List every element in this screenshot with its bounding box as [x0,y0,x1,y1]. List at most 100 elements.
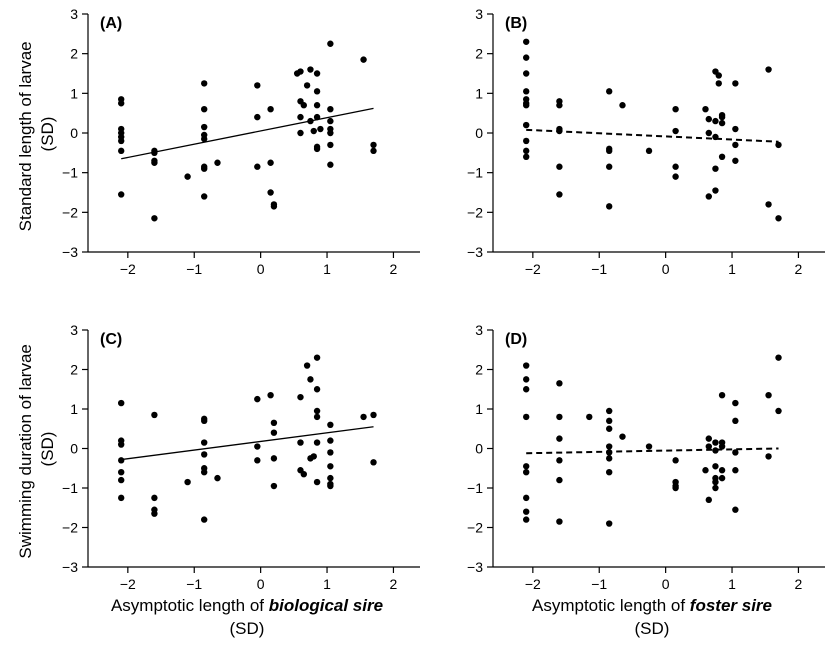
panel-c-point [270,482,278,490]
panel-a-point [313,102,321,109]
panel-d-point [606,520,613,527]
panel-b-y-tick-label: −2 [467,204,483,220]
panel-a-point [151,215,158,222]
panel-a-point [327,129,334,137]
panel-b-x-tick-label: −2 [525,261,541,277]
panel-d-point [732,417,739,425]
panel-d-point [732,506,739,513]
panel-b-point [765,201,772,208]
panel-b-x-tick-label: 0 [662,261,670,277]
panel-b-label: (B) [505,15,527,32]
panel-d-y-tick-label: 2 [475,362,483,378]
panel-c-x-tick-label: −1 [186,576,202,592]
panel-a-point [313,88,321,95]
panel-d-point [672,484,679,492]
panel-b-point [523,121,530,129]
panel-a-point [201,193,208,200]
panel-d-point [705,443,712,450]
panel-d-point [619,433,626,440]
panel-d-point [556,457,563,464]
panel-c-point [327,482,334,490]
panel-a-y-tick-label: 0 [70,125,78,141]
panel-d-y-tick-label: −1 [467,480,483,496]
panel-d-label: (D) [505,331,527,348]
panel-c-point [327,449,334,456]
panel-d-point [606,455,613,462]
panel-d-point [556,380,563,387]
x-axis-title-biological-sire: Asymptotic length of biological sire [111,596,383,615]
panel-d-point [586,413,593,421]
panel-c-point [360,413,367,421]
panel-b-point [702,106,709,113]
panel-d-point [606,469,613,476]
panel-b-point [523,54,530,61]
panel-d-y-tick-label: −3 [467,559,483,575]
panel-a-y-tick-label: 3 [70,6,78,22]
panel-c-point [254,443,261,450]
panel-c-point [201,451,208,458]
panel-a-point [118,100,125,107]
panel-c-point [297,439,304,446]
panel-a-y-tick-label: −3 [62,244,78,260]
panel-c-point [267,391,274,399]
panel-d-point [712,463,719,470]
panel-c-point [270,419,278,427]
panel-c-label: (C) [100,331,122,348]
panel-c-point [201,439,208,446]
panel-c-point [313,478,321,486]
panel-a-x-tick-label: −2 [120,261,136,277]
panel-b-point [712,165,719,172]
panel-a-point [297,68,304,75]
panel-b-point [718,113,726,121]
panel-a-point [118,137,125,145]
panel-b-point [523,38,530,45]
panel-d-point [775,354,782,361]
panel-b-trend-line [526,128,779,143]
panel-d-point [606,425,613,432]
x-axis-title-biological-sire-emph: biological sire [269,596,383,615]
panel-a-y-tick-label: −1 [62,165,78,181]
panel-b-point [672,127,679,135]
panel-b-point [732,157,739,164]
panel-c-y-tick-label: 1 [70,401,78,417]
panel-d-y-tick-label: 1 [475,401,483,417]
panel-b-y-tick-label: 1 [475,85,483,101]
x-axis-title-foster-sire-unit: (SD) [635,619,670,638]
panel-d-y-tick-label: 0 [475,441,483,457]
x-axis-title-foster-sire: Asymptotic length of foster sire [532,596,772,615]
panel-c-point [270,429,278,436]
panel-b-point [672,163,679,170]
panel-a-trend-line [121,107,374,160]
panel-d-point [523,386,530,393]
panel-d-point [606,407,613,415]
panel-c-point [313,354,321,361]
panel-c-y-tick-label: −2 [62,520,78,536]
panel-b-point [672,173,679,180]
panel-b: −3 −2 −1 0 1 2 3 −2 −1 0 1 2 (B) [467,6,825,277]
panel-d-point [732,467,739,474]
panel-a-point [270,203,278,210]
panel-a-y-tick-label: −2 [62,204,78,220]
panel-d: −3 −2 −1 0 1 2 3 −2 −1 0 1 2 (D) [467,322,825,592]
panel-a-label: (A) [100,15,122,32]
panel-d-point [645,443,653,450]
panel-c-point [313,407,321,415]
panel-a-point [254,163,261,170]
panel-c-point [270,455,278,462]
panel-a-point [201,135,208,143]
panel-a-point [370,147,377,155]
panel-b-point [705,115,712,123]
panel-d-point [523,362,530,369]
panel-d-point [705,496,712,504]
panel-c-point [118,441,125,448]
y-axis-title-swimming-duration-line1: Swimming duration of larvae [16,344,35,558]
panel-a-y-tick-label: 1 [70,85,78,101]
panel-d-point [523,376,530,383]
panel-d-point [606,417,613,425]
panel-b-point [606,147,613,155]
panel-b-y-tick-label: 0 [475,125,483,141]
panel-d-point [765,453,772,460]
panel-b-point [523,102,530,109]
panel-c-point [327,421,334,428]
panel-d-point [556,413,563,421]
